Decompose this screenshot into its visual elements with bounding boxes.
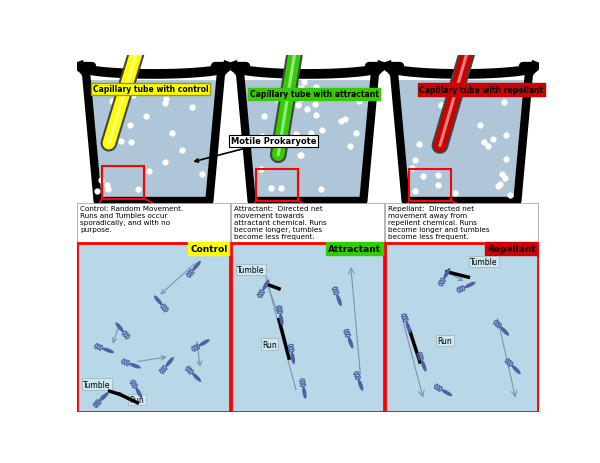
Text: Run: Run [437, 336, 452, 345]
Text: Motile Prokaryote: Motile Prokaryote [195, 137, 316, 163]
Text: Control: Control [190, 244, 227, 254]
Ellipse shape [442, 389, 452, 396]
Ellipse shape [102, 348, 114, 353]
Ellipse shape [193, 261, 201, 271]
Text: Tumble: Tumble [470, 257, 497, 267]
Bar [77, 243, 230, 412]
Text: Tumble: Tumble [238, 265, 265, 274]
Polygon shape [90, 81, 217, 198]
Text: Repellant:  Directed net
movement away from
repelient chemical. Runs
become long: Repellant: Directed net movement away fr… [388, 206, 490, 239]
Text: Attractant: Attractant [328, 244, 382, 254]
Text: Control: Random Movement.
Runs and Tumbles occur
sporadically, and with no
purpo: Control: Random Movement. Runs and Tumbl… [80, 206, 184, 232]
Polygon shape [244, 81, 371, 198]
Ellipse shape [115, 323, 124, 332]
Ellipse shape [512, 365, 521, 375]
Ellipse shape [129, 363, 141, 369]
Ellipse shape [500, 327, 509, 336]
Ellipse shape [192, 373, 201, 382]
Bar [231, 243, 384, 412]
Text: Capillary tube with attractant: Capillary tube with attractant [250, 90, 379, 99]
Ellipse shape [262, 280, 269, 291]
Ellipse shape [100, 392, 109, 401]
Polygon shape [398, 81, 525, 198]
Ellipse shape [358, 379, 364, 391]
Text: Capillary tube with repellant: Capillary tube with repellant [419, 86, 544, 94]
Ellipse shape [279, 314, 283, 326]
Ellipse shape [199, 339, 210, 346]
Ellipse shape [336, 295, 342, 307]
Ellipse shape [302, 387, 307, 399]
Ellipse shape [421, 360, 427, 372]
Ellipse shape [290, 352, 295, 364]
Ellipse shape [443, 269, 451, 279]
Bar [385, 243, 538, 412]
Text: Run: Run [262, 340, 277, 349]
Bar [409, 169, 451, 201]
Text: Tumble: Tumble [83, 380, 111, 389]
Text: Run: Run [130, 395, 145, 404]
FancyBboxPatch shape [385, 203, 538, 243]
Ellipse shape [348, 337, 353, 349]
Text: Capillary tube with control: Capillary tube with control [92, 85, 208, 94]
Ellipse shape [136, 388, 142, 398]
FancyBboxPatch shape [77, 203, 230, 243]
Bar [102, 167, 144, 199]
Text: Repellant: Repellant [487, 244, 535, 254]
Ellipse shape [166, 357, 174, 367]
FancyBboxPatch shape [231, 203, 384, 243]
Ellipse shape [464, 282, 476, 288]
Ellipse shape [154, 296, 163, 306]
Bar [256, 169, 298, 201]
Ellipse shape [406, 322, 411, 333]
Text: Attractant:  Directed net
movement towards
attractant chemical. Runs
become long: Attractant: Directed net movement toward… [235, 206, 327, 239]
